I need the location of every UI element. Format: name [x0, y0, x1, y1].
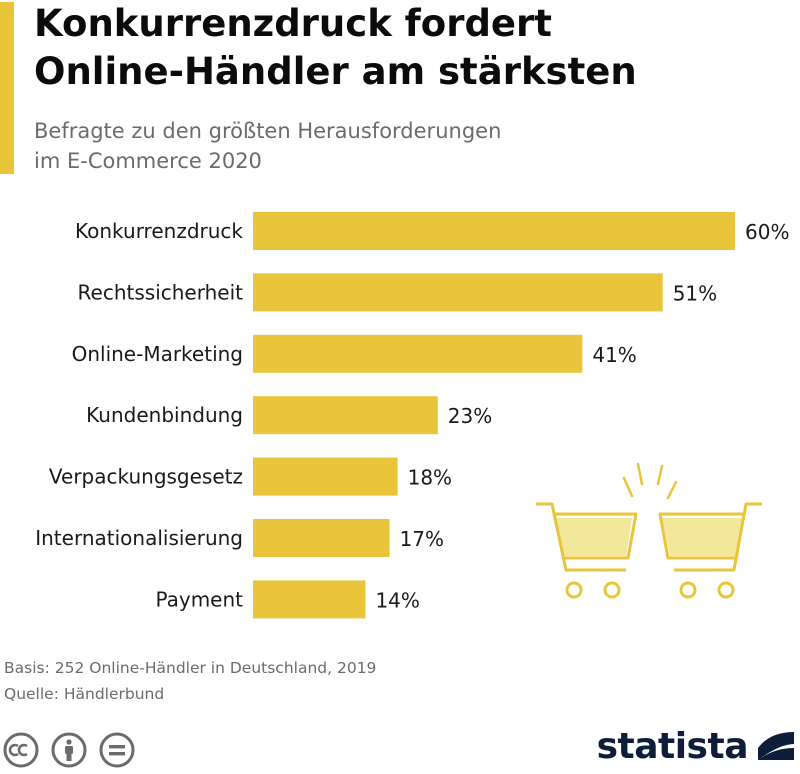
category-label: Konkurrenzdruck	[75, 219, 243, 243]
value-label: 14%	[375, 588, 419, 612]
attribution-icon[interactable]	[50, 731, 88, 769]
brand-name: statista	[596, 726, 749, 767]
subtitle-line-1: Befragte zu den größten Herausforderunge…	[34, 119, 502, 143]
footer-basis: Basis: 252 Online-Händler in Deutschland…	[4, 659, 377, 677]
bar	[253, 396, 438, 435]
chart-title: Konkurrenzdruck fordert Online-Händler a…	[34, 0, 794, 96]
bar	[253, 580, 366, 619]
footer-notes: Basis: 252 Online-Händler in Deutschland…	[4, 655, 376, 707]
value-label: 18%	[408, 466, 452, 490]
bar	[253, 519, 390, 557]
category-label: Kundenbindung	[86, 403, 243, 427]
cc-icon[interactable]	[2, 731, 40, 769]
category-label: Internationalisierung	[35, 526, 243, 550]
bar	[253, 334, 583, 373]
title-line-2: Online-Händler am stärksten	[34, 50, 637, 93]
bar-chart: Konkurrenzdruck 60% Rechtssicherheit 51% Onl…	[35, 212, 789, 619]
accent-bar	[0, 2, 14, 174]
value-label: 17%	[400, 527, 444, 551]
bar	[253, 273, 663, 312]
shopping-carts-illustration	[536, 462, 762, 599]
chart-subtitle: Befragte zu den größten Herausforderunge…	[34, 116, 734, 176]
footer-source: Quelle: Händlerbund	[4, 685, 165, 703]
subtitle-line-2: im E-Commerce 2020	[34, 149, 262, 173]
license-icons	[2, 731, 136, 769]
brand-logo[interactable]: statista	[597, 725, 796, 769]
value-label: 60%	[745, 220, 789, 244]
value-label: 41%	[592, 343, 636, 367]
cart-right-icon	[658, 502, 762, 599]
category-label: Rechtssicherheit	[78, 280, 244, 304]
category-label: Verpackungsgesetz	[49, 465, 243, 489]
value-label: 23%	[448, 404, 492, 428]
category-label: Online-Marketing	[72, 342, 243, 366]
statista-logo-icon	[756, 728, 796, 766]
spark-lines	[622, 462, 678, 500]
bar	[253, 212, 735, 250]
bar	[253, 457, 398, 496]
no-derivatives-icon[interactable]	[98, 731, 136, 769]
value-label: 51%	[673, 281, 717, 305]
cart-left-icon	[536, 502, 638, 599]
category-label: Payment	[155, 587, 243, 611]
title-line-1: Konkurrenzdruck fordert	[34, 2, 552, 45]
